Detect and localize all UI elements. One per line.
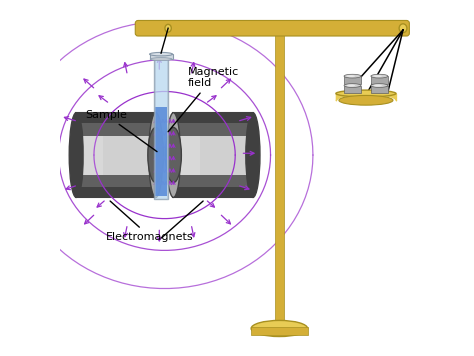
FancyBboxPatch shape (371, 76, 388, 84)
Ellipse shape (374, 84, 382, 87)
FancyBboxPatch shape (173, 174, 253, 187)
Ellipse shape (399, 24, 407, 33)
Ellipse shape (339, 95, 393, 105)
FancyBboxPatch shape (344, 85, 361, 93)
Text: Magnetic
field: Magnetic field (168, 67, 239, 132)
Ellipse shape (336, 90, 396, 97)
Ellipse shape (374, 75, 382, 77)
FancyBboxPatch shape (76, 187, 156, 198)
FancyBboxPatch shape (155, 108, 167, 197)
Ellipse shape (344, 84, 361, 88)
FancyBboxPatch shape (76, 136, 156, 174)
FancyBboxPatch shape (371, 85, 388, 93)
Text: Sample: Sample (85, 110, 157, 152)
FancyBboxPatch shape (76, 123, 156, 136)
Ellipse shape (165, 127, 182, 183)
Ellipse shape (246, 112, 260, 198)
Ellipse shape (371, 84, 388, 88)
Ellipse shape (166, 112, 181, 198)
Ellipse shape (346, 84, 355, 87)
FancyBboxPatch shape (173, 136, 253, 174)
FancyBboxPatch shape (83, 136, 103, 174)
Ellipse shape (149, 112, 163, 198)
FancyBboxPatch shape (173, 187, 253, 198)
Ellipse shape (371, 74, 388, 78)
FancyBboxPatch shape (135, 20, 410, 36)
Ellipse shape (251, 320, 308, 336)
FancyBboxPatch shape (76, 174, 156, 187)
FancyBboxPatch shape (344, 76, 361, 84)
Ellipse shape (346, 75, 355, 77)
FancyBboxPatch shape (173, 112, 253, 123)
FancyBboxPatch shape (154, 112, 175, 198)
FancyBboxPatch shape (181, 136, 201, 174)
Ellipse shape (165, 24, 171, 32)
Ellipse shape (69, 112, 83, 198)
FancyBboxPatch shape (150, 54, 173, 59)
FancyBboxPatch shape (76, 112, 156, 123)
Ellipse shape (344, 74, 361, 78)
Ellipse shape (150, 52, 173, 56)
FancyBboxPatch shape (275, 26, 284, 335)
Ellipse shape (150, 58, 172, 61)
FancyBboxPatch shape (155, 58, 168, 199)
Ellipse shape (148, 127, 164, 183)
FancyBboxPatch shape (251, 327, 308, 335)
FancyBboxPatch shape (173, 123, 253, 136)
Text: Electromagnets: Electromagnets (106, 201, 194, 242)
